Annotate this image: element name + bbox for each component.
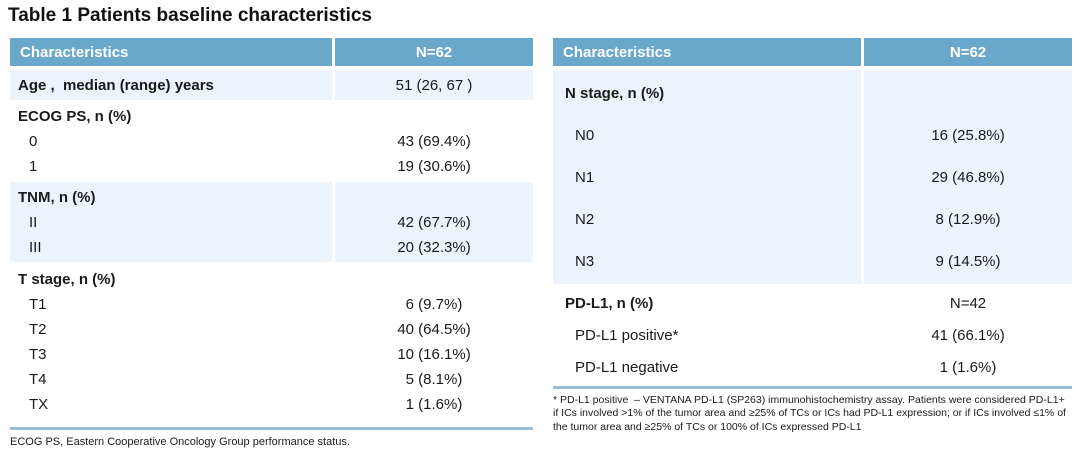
table-header: Characteristics N=62: [10, 38, 533, 66]
row-value: [335, 267, 533, 292]
table-row: Age , median (range) years 51 (26, 67 ): [10, 70, 533, 100]
row-value: 29 (46.8%): [931, 168, 1005, 186]
row-label: T stage, n (%): [18, 271, 116, 288]
row-value: [335, 104, 533, 129]
table-row: T stage, n (%): [10, 267, 533, 292]
row-label: ECOG PS, n (%): [18, 108, 132, 125]
row-value: 9 (14.5%): [935, 252, 1001, 270]
table-row: III 20 (32.3%): [10, 235, 533, 260]
row-value: 5 (8.1%): [405, 371, 463, 388]
table-section-tnm: TNM, n (%) II 42 (67.7%) III 20 (32.3%): [10, 182, 533, 262]
table-row: 1 19 (30.6%): [10, 154, 533, 179]
row-label: N1: [575, 168, 595, 186]
row-label: T2: [29, 321, 47, 338]
row-label: PD-L1 positive*: [575, 326, 679, 344]
row-label: 1: [29, 158, 38, 175]
row-value: 8 (12.9%): [935, 210, 1001, 228]
row-label: N3: [575, 252, 595, 270]
row-value: 20 (32.3%): [397, 239, 471, 256]
header-cell-characteristics: Characteristics: [10, 38, 332, 66]
row-label: PD-L1, n (%): [565, 294, 654, 312]
table-row: 0 43 (69.4%): [10, 129, 533, 154]
table-section-tstage: T stage, n (%) T1 6 (9.7%) T2 40 (64.5%)…: [10, 262, 533, 427]
row-value: 1 (1.6%): [405, 396, 463, 413]
patients-table-right: Characteristics N=62 N stage, n (%) N0 1…: [553, 38, 1072, 434]
pdl1-footnote: * PD-L1 positive – VENTANA PD-L1 (SP263)…: [553, 394, 1069, 433]
row-value: N=42: [949, 294, 987, 312]
table-section-ecog: ECOG PS, n (%) 0 43 (69.4%) 1 19 (30.6%): [10, 100, 533, 182]
row-value: [335, 185, 533, 210]
table-row: II 42 (67.7%): [10, 210, 533, 235]
row-value: 42 (67.7%): [397, 214, 471, 231]
row-label: T1: [29, 296, 47, 313]
row-value: [864, 72, 1072, 114]
row-value: 43 (69.4%): [397, 133, 471, 150]
row-label: N0: [575, 126, 595, 144]
table-row: TX 1 (1.6%): [10, 392, 533, 417]
row-label: T4: [29, 371, 47, 388]
table-row: PD-L1, n (%) N=42: [553, 287, 1072, 319]
header-cell-n62: N=62: [335, 38, 533, 66]
row-value: 6 (9.7%): [405, 296, 463, 313]
row-label: T3: [29, 346, 47, 363]
table-row: PD-L1 negative 1 (1.6%): [553, 351, 1072, 383]
row-value: 19 (30.6%): [397, 158, 471, 175]
ecog-footnote: ECOG PS, Eastern Cooperative Oncology Gr…: [10, 436, 350, 448]
table-row: N3 9 (14.5%): [553, 240, 1072, 282]
table-row: N2 8 (12.9%): [553, 198, 1072, 240]
column-divider: [332, 70, 335, 427]
table-row: ECOG PS, n (%): [10, 104, 533, 129]
table-row: T3 10 (16.1%): [10, 342, 533, 367]
row-label: III: [29, 239, 42, 256]
table-row: PD-L1 positive* 41 (66.1%): [553, 319, 1072, 351]
row-value: 1 (1.6%): [939, 358, 997, 376]
table-row: N1 29 (46.8%): [553, 156, 1072, 198]
table-row: TNM, n (%): [10, 185, 533, 210]
row-value: 10 (16.1%): [397, 346, 471, 363]
table-row: T4 5 (8.1%): [10, 367, 533, 392]
column-divider: [861, 70, 864, 386]
table-body: Age , median (range) years 51 (26, 67 ) …: [10, 70, 533, 430]
row-value: 41 (66.1%): [931, 326, 1005, 344]
row-label: PD-L1 negative: [575, 358, 679, 376]
table-title: Table 1 Patients baseline characteristic…: [8, 5, 372, 26]
table-section-pdl1: PD-L1, n (%) N=42 PD-L1 positive* 41 (66…: [553, 284, 1072, 386]
row-value: 16 (25.8%): [931, 126, 1005, 144]
header-cell-n62: N=62: [864, 38, 1072, 66]
row-label: 0: [29, 133, 38, 150]
patients-table-left: Characteristics N=62 Age , median (range…: [10, 38, 533, 448]
row-label: II: [29, 214, 38, 231]
table-header: Characteristics N=62: [553, 38, 1072, 66]
header-cell-characteristics: Characteristics: [553, 38, 861, 66]
table-section-nstage: N stage, n (%) N0 16 (25.8%) N1 29 (46.8…: [553, 70, 1072, 284]
table-row: T2 40 (64.5%): [10, 317, 533, 342]
row-label: TNM, n (%): [18, 189, 96, 206]
table-body: N stage, n (%) N0 16 (25.8%) N1 29 (46.8…: [553, 70, 1072, 389]
row-label: N stage, n (%): [565, 84, 665, 102]
row-value: 51 (26, 67 ): [395, 76, 473, 94]
row-label: N2: [575, 210, 595, 228]
table-row: T1 6 (9.7%): [10, 292, 533, 317]
row-label: Age , median (range) years: [18, 76, 214, 94]
table-section-age: Age , median (range) years 51 (26, 67 ): [10, 70, 533, 100]
table-row: N stage, n (%): [553, 72, 1072, 114]
table-row: N0 16 (25.8%): [553, 114, 1072, 156]
row-value: 40 (64.5%): [397, 321, 471, 338]
row-label: TX: [29, 396, 49, 413]
